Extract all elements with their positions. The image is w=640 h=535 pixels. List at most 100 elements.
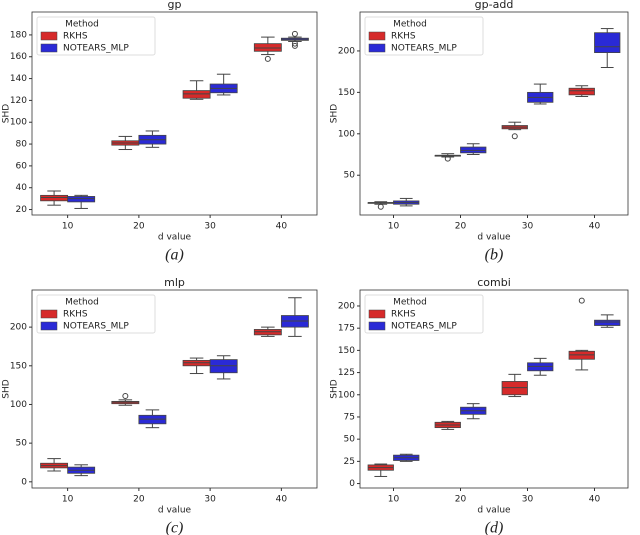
y-tick-label: 80 bbox=[16, 140, 28, 150]
x-tick-label: 40 bbox=[589, 495, 601, 505]
legend-label: RKHS bbox=[63, 310, 88, 320]
y-tick-label: 150 bbox=[338, 88, 355, 98]
legend-title: Method bbox=[393, 20, 427, 30]
x-tick-label: 30 bbox=[204, 495, 216, 505]
y-tick-label: 50 bbox=[16, 439, 28, 449]
x-tick-label: 30 bbox=[522, 222, 534, 232]
x-tick-label: 10 bbox=[62, 222, 74, 232]
legend-swatch bbox=[40, 321, 58, 331]
legend-box bbox=[364, 294, 484, 334]
legend-swatch bbox=[40, 309, 58, 319]
legend-title: Method bbox=[65, 298, 99, 308]
y-axis-label: SHD bbox=[2, 379, 12, 398]
title: gp-add bbox=[475, 0, 514, 11]
x-tick-label: 20 bbox=[455, 495, 467, 505]
y-tick-label: 100 bbox=[10, 118, 27, 128]
outlier bbox=[291, 30, 298, 37]
legend-box bbox=[36, 294, 156, 334]
x-axis-label: d value bbox=[158, 506, 192, 516]
title: gp bbox=[168, 0, 182, 11]
x-tick-label: 20 bbox=[455, 222, 467, 232]
y-tick-label: 175 bbox=[338, 324, 355, 334]
x-tick-label: 20 bbox=[133, 222, 145, 232]
x-tick-label: 20 bbox=[133, 495, 145, 505]
caption: (c) bbox=[166, 520, 184, 535]
y-tick-label: 200 bbox=[338, 301, 355, 311]
legend-swatch bbox=[40, 31, 58, 41]
box bbox=[594, 319, 621, 326]
box bbox=[182, 90, 211, 99]
legend-box bbox=[36, 16, 156, 56]
y-tick-label: 100 bbox=[10, 400, 27, 410]
y-tick-label: 75 bbox=[344, 412, 355, 422]
y-tick-label: 0 bbox=[21, 477, 27, 487]
outlier bbox=[578, 297, 585, 304]
caption: (b) bbox=[485, 247, 504, 264]
legend-swatch bbox=[368, 31, 386, 41]
y-tick-label: 100 bbox=[338, 129, 355, 139]
y-tick-label: 25 bbox=[344, 457, 355, 467]
legend-label: RKHS bbox=[63, 32, 88, 42]
box bbox=[253, 43, 282, 52]
y-tick-label: 200 bbox=[10, 323, 27, 333]
legend-label: RKHS bbox=[391, 32, 416, 42]
y-axis-label: SHD bbox=[330, 104, 340, 123]
y-tick-label: 50 bbox=[344, 435, 356, 445]
x-tick-label: 40 bbox=[276, 495, 288, 505]
x-axis-label: d value bbox=[158, 233, 192, 243]
legend-label: NOTEARS_MLP bbox=[391, 44, 457, 54]
legend-label: NOTEARS_MLP bbox=[391, 322, 457, 332]
outlier bbox=[377, 203, 384, 210]
outlier bbox=[511, 133, 518, 140]
x-tick-label: 10 bbox=[62, 495, 74, 505]
y-axis-label: SHD bbox=[2, 104, 12, 123]
x-tick-label: 30 bbox=[522, 495, 534, 505]
x-tick-label: 40 bbox=[276, 222, 288, 232]
plot-area bbox=[359, 11, 629, 216]
x-tick-label: 40 bbox=[589, 222, 601, 232]
x-axis-label: d value bbox=[477, 233, 511, 243]
y-tick-label: 100 bbox=[338, 390, 355, 400]
x-tick-label: 10 bbox=[388, 222, 400, 232]
y-tick-label: 125 bbox=[338, 368, 355, 378]
legend-swatch bbox=[40, 43, 58, 53]
plot-area bbox=[359, 289, 629, 489]
title: combi bbox=[477, 276, 511, 289]
plot-area bbox=[31, 289, 318, 489]
legend-box bbox=[364, 16, 484, 56]
y-tick-label: 150 bbox=[10, 361, 27, 371]
legend-title: Method bbox=[65, 20, 99, 30]
y-tick-label: 180 bbox=[10, 30, 27, 40]
y-tick-label: 120 bbox=[10, 96, 27, 106]
y-tick-label: 140 bbox=[10, 74, 27, 84]
outlier bbox=[291, 40, 298, 47]
legend-label: NOTEARS_MLP bbox=[63, 322, 129, 332]
caption: (d) bbox=[485, 520, 504, 535]
outlier bbox=[264, 55, 271, 62]
x-tick-label: 30 bbox=[204, 222, 216, 232]
box bbox=[568, 87, 595, 96]
y-tick-label: 50 bbox=[344, 171, 356, 181]
y-tick-label: 200 bbox=[338, 46, 355, 56]
y-tick-label: 0 bbox=[349, 479, 355, 489]
title: mlp bbox=[164, 276, 185, 289]
legend-label: RKHS bbox=[391, 310, 416, 320]
box bbox=[40, 194, 69, 202]
y-tick-label: 60 bbox=[16, 161, 28, 171]
x-axis-label: d value bbox=[477, 506, 511, 516]
box bbox=[594, 32, 621, 54]
y-tick-label: 40 bbox=[16, 183, 28, 193]
caption: (a) bbox=[165, 247, 184, 264]
outlier bbox=[122, 392, 129, 399]
y-tick-label: 150 bbox=[338, 346, 355, 356]
plot-area bbox=[31, 11, 318, 216]
legend-swatch bbox=[368, 321, 386, 331]
y-tick-label: 160 bbox=[10, 52, 27, 62]
legend-swatch bbox=[368, 43, 386, 53]
legend-swatch bbox=[368, 309, 386, 319]
y-tick-label: 20 bbox=[16, 205, 28, 215]
outlier bbox=[444, 155, 451, 162]
box bbox=[67, 196, 96, 203]
legend-title: Method bbox=[393, 298, 427, 308]
